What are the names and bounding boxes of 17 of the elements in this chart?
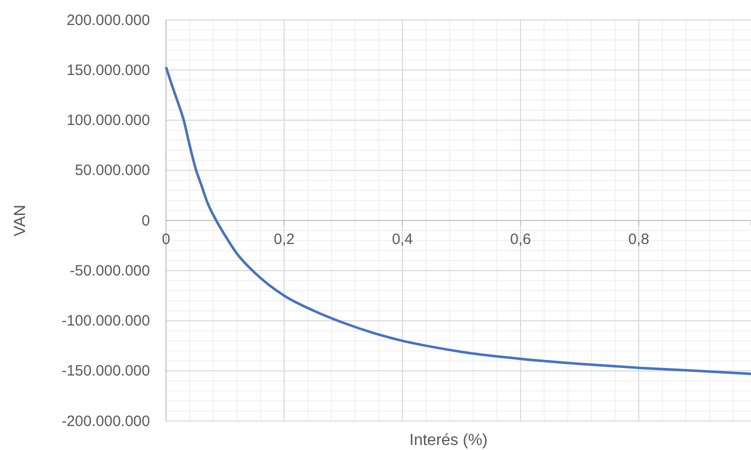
x-tick-label: 0,2 — [274, 231, 295, 248]
x-tick-label: 0 — [162, 231, 170, 248]
line-series — [164, 66, 751, 376]
x-tick-label: 0,4 — [392, 231, 413, 248]
x-tick-label: 0,6 — [510, 231, 531, 248]
y-tick-label: 150.000.000 — [66, 62, 150, 79]
y-tick-label: -200.000.000 — [62, 412, 150, 430]
x-tick-label: 0,8 — [628, 231, 650, 248]
y-tick-label: 200.000.000 — [66, 12, 150, 29]
x-axis-title: Interés (%) — [409, 432, 488, 449]
y-axis-title: VAN — [12, 204, 29, 236]
y-tick-label: 50.000.000 — [74, 162, 150, 180]
y-tick-label: -100.000.000 — [62, 312, 150, 330]
y-tick-label: 0 — [142, 212, 150, 230]
y-tick-label: -50.000.000 — [70, 262, 150, 280]
y-tick-label: -150.000.000 — [62, 362, 150, 380]
y-tick-label: 100.000.000 — [66, 112, 150, 130]
